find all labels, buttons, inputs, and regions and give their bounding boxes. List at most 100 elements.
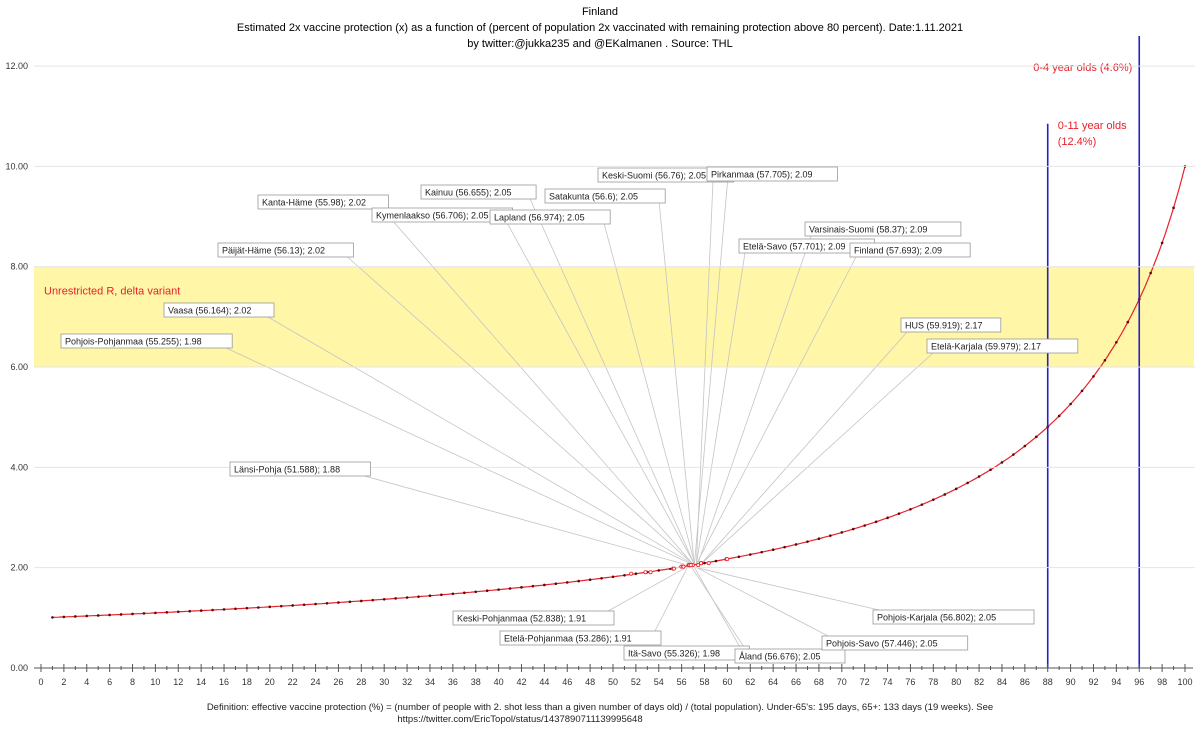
region-label: Päijät-Häme (56.13); 2.02: [222, 246, 325, 256]
x-tick-label: 42: [516, 677, 526, 687]
curve-point: [405, 596, 409, 599]
y-tick-label: 2.00: [10, 563, 28, 573]
curve-point: [920, 503, 924, 506]
curve-point: [485, 589, 489, 593]
curve-point: [188, 609, 192, 613]
x-tick-label: 10: [150, 677, 160, 687]
region-label-box: [217, 242, 354, 258]
curve-point: [154, 611, 157, 615]
region-label: Satakunta (56.6); 2.05: [549, 192, 638, 202]
region-leader-line: [226, 347, 692, 565]
curve-point: [1057, 414, 1061, 418]
curve-point: [714, 559, 718, 563]
x-tick-label: 44: [539, 677, 549, 687]
curve-point: [462, 591, 466, 595]
x-tick-label: 8: [130, 677, 135, 687]
x-tick-label: 82: [974, 677, 984, 687]
region-label: Kainuu (56.655); 2.05: [425, 188, 512, 198]
footer-link[interactable]: https://twitter.com/EricTopol/status/143…: [397, 714, 642, 725]
region-leader-line: [529, 198, 695, 565]
x-tick-label: 72: [860, 677, 870, 687]
curve-point: [165, 611, 169, 614]
region-label: Finland (57.693); 2.09: [854, 246, 942, 256]
curve-point: [119, 613, 123, 616]
curve-point: [314, 602, 317, 606]
region-leader-line: [694, 566, 880, 611]
x-tick-label: 80: [951, 677, 961, 687]
curve-point: [211, 608, 214, 612]
x-tick-label: 86: [1020, 677, 1030, 687]
region-point: [696, 563, 701, 568]
curve-point: [623, 573, 626, 577]
region-label-box: [872, 609, 1035, 625]
region-label: Pohjois-Karjala (56.802); 2.05: [877, 613, 996, 623]
curve-point: [600, 576, 603, 580]
vertical-line-label: 0-4 year olds (4.6%): [1033, 62, 1132, 74]
x-tick-label: 34: [425, 677, 435, 687]
curve-point: [74, 615, 77, 618]
region-label: Itä-Savo (55.326); 1.98: [628, 649, 720, 659]
region-point: [648, 570, 653, 575]
x-tick-label: 24: [311, 677, 321, 687]
x-tick-label: 54: [654, 677, 664, 687]
region-leader-line: [654, 566, 688, 632]
curve-point: [51, 616, 54, 619]
curve-point: [909, 507, 912, 511]
y-tick-label: 4.00: [10, 462, 28, 472]
y-tick-label: 0.00: [10, 663, 28, 673]
region-label: Pohjois-Pohjanmaa (55.255); 1.98: [65, 337, 202, 347]
x-tick-label: 48: [585, 677, 595, 687]
region-label-box: [706, 166, 838, 182]
curve-point: [565, 581, 569, 584]
curve-point: [1034, 435, 1038, 439]
x-tick-label: 18: [242, 677, 252, 687]
curve-point: [268, 605, 272, 609]
region-label: Etelä-Karjala (59.979); 2.17: [931, 342, 1041, 352]
region-label: Lapland (56.974); 2.05: [494, 213, 585, 223]
region-label-box: [452, 610, 615, 626]
curve-point: [989, 468, 992, 472]
curve-point: [977, 475, 981, 478]
x-tick-label: 76: [905, 677, 915, 687]
region-label-box: [900, 317, 1002, 333]
region-leader-line: [694, 181, 728, 565]
region-label: Vaasa (56.164); 2.02: [168, 306, 251, 316]
curve-point: [1160, 241, 1164, 245]
curve-point: [840, 531, 844, 534]
region-label: Varsinais-Suomi (58.37); 2.09: [809, 225, 927, 235]
curve-point: [508, 587, 512, 590]
region-point: [706, 561, 711, 566]
region-point: [643, 570, 648, 575]
region-point: [699, 561, 704, 566]
curve-point: [783, 545, 786, 549]
x-tick-label: 62: [745, 677, 755, 687]
curve-point: [325, 601, 329, 605]
region-label-box: [229, 461, 372, 477]
x-tick-label: 60: [722, 677, 732, 687]
curve-point: [257, 606, 260, 609]
curve-point: [794, 543, 798, 546]
region-leader-line: [697, 235, 812, 565]
curve-point: [142, 612, 146, 615]
region-label-box: [420, 184, 537, 200]
region-label-box: [499, 630, 662, 646]
x-tick-label: 20: [265, 677, 275, 687]
curve-point: [943, 493, 947, 496]
curve-point: [428, 594, 432, 598]
curve-point: [1149, 271, 1152, 275]
y-tick-label: 12.00: [5, 61, 28, 71]
region-label: Kanta-Häme (55.98); 2.02: [262, 198, 366, 208]
curve-point: [703, 561, 706, 565]
curve-point: [1092, 375, 1095, 378]
x-tick-label: 96: [1134, 677, 1144, 687]
footer-definition: Definition: effective vaccine protection…: [207, 702, 993, 713]
curve-point: [1126, 320, 1130, 324]
curve-point: [1000, 461, 1004, 464]
vertical-line-label: (12.4%): [1058, 136, 1097, 148]
region-label: HUS (59.919); 2.17: [905, 321, 983, 331]
curve-point: [1080, 389, 1084, 393]
x-tick-label: 38: [471, 677, 481, 687]
curve-point: [817, 537, 821, 541]
